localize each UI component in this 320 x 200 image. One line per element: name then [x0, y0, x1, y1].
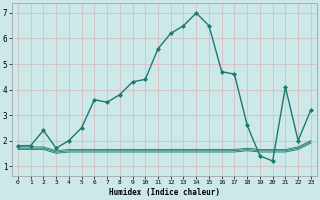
X-axis label: Humidex (Indice chaleur): Humidex (Indice chaleur) [109, 188, 220, 197]
